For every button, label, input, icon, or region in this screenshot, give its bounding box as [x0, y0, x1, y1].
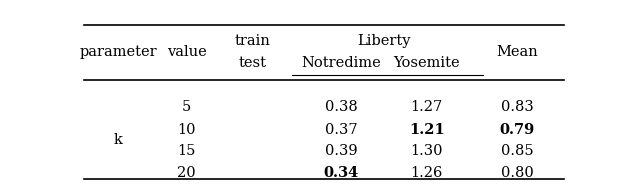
Text: value: value [167, 45, 207, 58]
Text: 0.83: 0.83 [501, 99, 534, 114]
Text: 0.39: 0.39 [325, 144, 357, 158]
Text: 0.37: 0.37 [325, 123, 357, 137]
Text: Notredime: Notredime [301, 56, 381, 70]
Text: parameter: parameter [80, 45, 157, 58]
Text: Mean: Mean [497, 45, 538, 58]
Text: 0.38: 0.38 [325, 99, 358, 114]
Text: 1.27: 1.27 [411, 99, 443, 114]
Text: 5: 5 [182, 99, 191, 114]
Text: 15: 15 [178, 144, 196, 158]
Text: k: k [114, 133, 123, 147]
Text: 0.79: 0.79 [500, 123, 535, 137]
Text: 10: 10 [178, 123, 196, 137]
Text: 1.21: 1.21 [409, 123, 445, 137]
Text: 1.30: 1.30 [411, 144, 443, 158]
Text: 20: 20 [178, 166, 196, 180]
Text: test: test [239, 56, 267, 70]
Text: train: train [235, 34, 271, 48]
Text: 0.34: 0.34 [324, 166, 359, 180]
Text: Yosemite: Yosemite [394, 56, 460, 70]
Text: Liberty: Liberty [357, 34, 411, 48]
Text: 0.80: 0.80 [501, 166, 534, 180]
Text: 0.85: 0.85 [501, 144, 533, 158]
Text: 1.26: 1.26 [411, 166, 443, 180]
